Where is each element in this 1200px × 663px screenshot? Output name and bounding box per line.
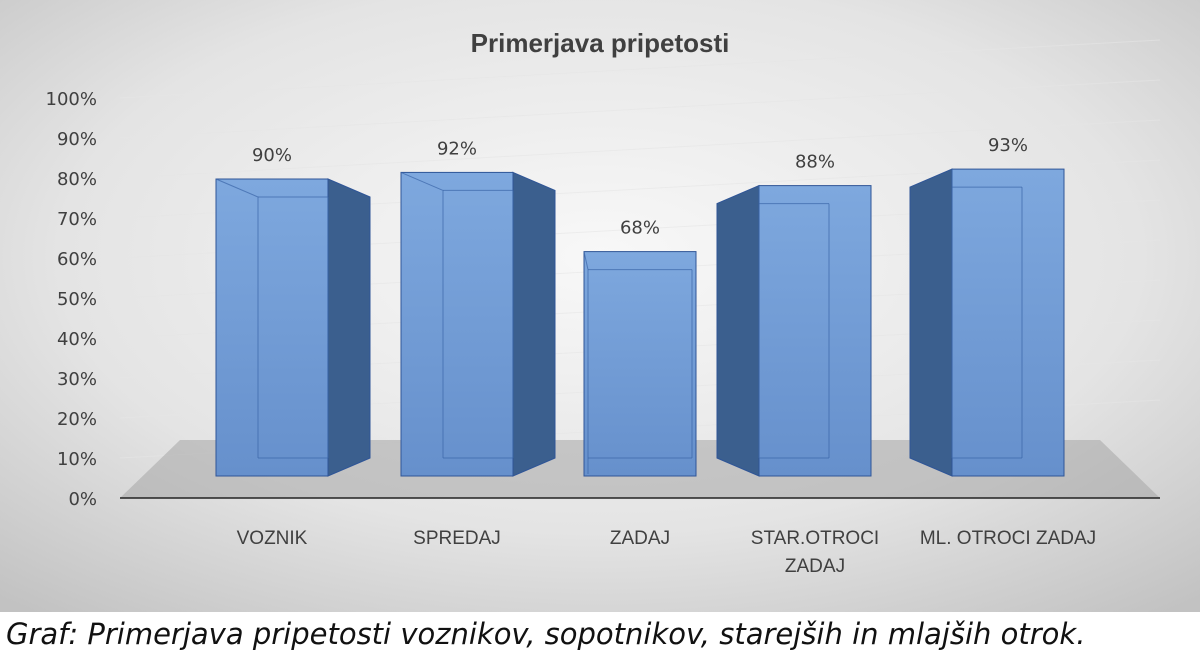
y-tick-label: 60% bbox=[57, 249, 97, 270]
gridline bbox=[119, 39, 1161, 99]
bar bbox=[716, 184, 872, 477]
y-tick-label: 90% bbox=[57, 129, 97, 150]
gridline bbox=[119, 119, 1161, 179]
bar bbox=[400, 171, 556, 477]
bar bbox=[583, 251, 697, 477]
bar-front-face bbox=[583, 251, 697, 477]
data-label: 68% bbox=[620, 218, 660, 239]
data-label: 88% bbox=[795, 152, 835, 173]
data-label: 90% bbox=[252, 145, 292, 166]
y-tick-label: 10% bbox=[57, 449, 97, 470]
x-axis-ticks: VOZNIK SPREDAJ ZADAJ STAR.OTROCI ZADAJ ML. OT… bbox=[237, 528, 1097, 577]
x-tick-label: STAR.OTROCI ZADAJ bbox=[751, 528, 879, 577]
x-tick-label: ML. OTROCI ZADAJ bbox=[920, 528, 1096, 549]
bar-side-face bbox=[716, 184, 760, 477]
bars bbox=[215, 168, 1065, 477]
chart-area: Primerjava pripetosti 0% 10% 20% 30% 40% 50% 6… bbox=[0, 0, 1200, 612]
gridline bbox=[119, 79, 1161, 139]
y-tick-label: 50% bbox=[57, 289, 97, 310]
y-tick-label: 40% bbox=[57, 329, 97, 350]
chart-title: Primerjava pripetosti bbox=[471, 28, 730, 58]
y-tick-label: 100% bbox=[46, 89, 97, 110]
bar-side-face bbox=[327, 178, 371, 477]
bar-front-face bbox=[400, 171, 514, 477]
y-tick-label: 70% bbox=[57, 209, 97, 230]
bar-front-face bbox=[215, 178, 329, 477]
bar bbox=[909, 168, 1065, 477]
y-tick-label: 20% bbox=[57, 409, 97, 430]
bar bbox=[215, 178, 371, 477]
y-tick-label: 80% bbox=[57, 169, 97, 190]
bar-chart: Primerjava pripetosti 0% 10% 20% 30% 40% 50% 6… bbox=[0, 0, 1200, 612]
y-axis-ticks: 0% 10% 20% 30% 40% 50% 60% 70% 80% 90% 100% bbox=[46, 89, 97, 510]
data-label: 92% bbox=[437, 138, 477, 159]
data-labels: 90% 92% 68% 88% 93% bbox=[252, 135, 1028, 239]
bar-front-face bbox=[951, 168, 1065, 477]
y-tick-label: 0% bbox=[68, 489, 97, 510]
figure-caption: Graf: Primerjava pripetosti voznikov, so… bbox=[6, 617, 1086, 651]
y-tick-label: 30% bbox=[57, 369, 97, 390]
x-tick-label: ZADAJ bbox=[610, 528, 670, 549]
bar-front-face bbox=[758, 185, 872, 477]
bar-side-face bbox=[909, 168, 953, 477]
x-tick-label: VOZNIK bbox=[237, 528, 308, 549]
bar-side-face bbox=[512, 171, 556, 477]
data-label: 93% bbox=[988, 135, 1028, 156]
x-tick-label: SPREDAJ bbox=[413, 528, 501, 549]
